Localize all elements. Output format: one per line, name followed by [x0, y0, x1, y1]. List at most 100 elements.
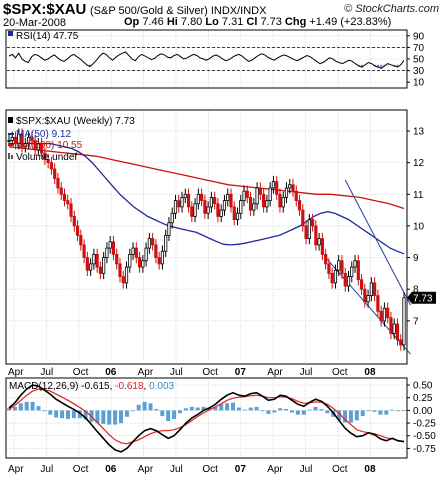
price-candle-body	[314, 225, 318, 246]
price-x-axis: Apr Jul Oct 06 Apr Jul Oct 07 Apr Jul Oct 08	[8, 367, 376, 378]
macd-histogram-bar	[172, 410, 177, 419]
y-tick-label: -0.25	[413, 419, 436, 430]
macd-histogram-bar	[130, 410, 135, 412]
price-candle-body	[366, 295, 370, 303]
price-candle-body	[49, 162, 54, 170]
price-candle-body	[213, 197, 217, 205]
chart-title: $SPX:$XAU (S&P 500/Gold & Silver) INDX/I…	[3, 1, 266, 18]
y-tick-label: -0.50	[413, 431, 436, 442]
price-candle-body	[330, 272, 334, 284]
price-candle-body	[131, 247, 135, 255]
open-value: 7.46	[142, 16, 164, 28]
price-candle-body	[206, 206, 210, 214]
macd-histogram-bar	[195, 407, 200, 411]
price-candle-body	[353, 260, 357, 268]
price-candle-body	[284, 187, 289, 198]
quote-date: 20-Mar-2008	[3, 17, 66, 29]
price-candle-body	[177, 200, 181, 208]
price-candle-body	[203, 200, 207, 214]
price-candle-body	[128, 254, 132, 268]
price-candle-body	[209, 197, 213, 208]
macd-histogram-bar	[166, 410, 171, 422]
x-tick-label: Jul	[300, 367, 313, 378]
x-tick-label: Oct	[332, 367, 348, 378]
x-tick-label: 07	[235, 464, 247, 475]
price-candle-body	[327, 263, 331, 274]
price-legend-entry: $SPX:$XAU (Weekly) 7.73	[16, 116, 135, 127]
price-candle-body	[196, 193, 200, 205]
macd-histogram-bar	[248, 407, 253, 411]
price-candle-body	[13, 136, 18, 145]
y-tick-label: 90	[413, 31, 425, 42]
price-candle-body	[288, 184, 292, 189]
y-tick-label: 10	[413, 221, 425, 232]
rsi-label: RSI(14)	[16, 31, 50, 42]
price-candle-body	[389, 317, 393, 334]
price-candle-body	[229, 193, 233, 208]
macd-histogram-bar	[30, 401, 35, 411]
macd-histogram-bar	[278, 408, 283, 411]
low-value: 7.31	[221, 16, 244, 28]
ma50-line	[9, 142, 405, 255]
price-candle-body	[69, 203, 73, 217]
x-tick-label: Apr	[8, 367, 24, 378]
stockcharts-logo: © StockCharts.com	[344, 3, 439, 15]
price-candle-body	[239, 200, 243, 214]
low-label: Lo	[205, 16, 219, 28]
price-candle-body	[252, 203, 256, 211]
y-tick-label: -0.75	[413, 444, 436, 455]
ohlc-readout: Op 7.46 Hi 7.80 Lo 7.31 Cl 7.73 Chg +1.4…	[124, 16, 391, 28]
price-candle-body	[232, 206, 236, 220]
macd-histogram-bar	[36, 406, 41, 411]
x-tick-label: Oct	[73, 464, 89, 475]
macd-x-axis: Apr Jul Oct 06 Apr Jul Oct 07 Apr Jul Oct 08	[8, 464, 376, 475]
price-candle-body	[304, 225, 308, 239]
x-tick-label: Jul	[40, 367, 53, 378]
macd-histogram-bar	[83, 410, 88, 420]
ma200-line	[8, 146, 405, 210]
price-candle-body	[271, 181, 276, 189]
macd-histogram-bar	[101, 410, 106, 424]
price-candle-body	[36, 143, 40, 151]
price-candle-body	[222, 200, 227, 211]
price-candle-body	[10, 136, 14, 141]
chart-header: $SPX:$XAU (S&P 500/Gold & Silver) INDX/I…	[0, 0, 445, 32]
price-candle-body	[307, 219, 311, 239]
price-candle-body	[255, 187, 259, 205]
price-candle-body	[245, 190, 249, 198]
x-tick-label: Apr	[8, 464, 24, 475]
price-candle-body	[105, 247, 109, 258]
macd-histogram-bar	[390, 409, 395, 411]
last-price-value: 7.73	[413, 293, 433, 304]
macd-histogram-bar	[384, 410, 389, 415]
x-tick-label: 07	[235, 367, 247, 378]
price-candle-body	[402, 297, 406, 346]
price-legend-swatch	[8, 117, 13, 123]
x-tick-label: Jul	[170, 367, 183, 378]
price-candle-body	[167, 222, 171, 236]
price-panel: 13 12 11 10 9 8 7 7.73 $SPX:$XAU (Weekly) 7.73…	[5, 109, 436, 365]
macd-histogram-bar	[231, 402, 236, 411]
macd-histogram-bar	[18, 403, 23, 411]
macd-histogram-bar	[360, 410, 365, 417]
price-candle-body	[356, 260, 360, 281]
price-candle-body	[248, 197, 253, 211]
macd-histogram-bar	[65, 410, 70, 419]
macd-label: MACD(12,26,9)	[9, 381, 78, 392]
rsi-gridlines	[7, 31, 406, 87]
macd-histogram-bar	[284, 408, 289, 411]
price-candle-body	[373, 282, 377, 296]
macd-histogram-bar	[354, 410, 359, 421]
price-y-axis: 13 12 11 10 9 8 7	[407, 126, 425, 327]
macd-histogram-bar	[42, 410, 47, 412]
macd-histogram-bar	[77, 410, 82, 419]
price-candle-body	[346, 276, 351, 287]
macd-histogram-bar	[142, 401, 147, 411]
macd-histogram-bar	[71, 410, 76, 419]
macd-histogram-bar	[343, 410, 348, 423]
price-candle-body	[258, 187, 262, 195]
price-candle-body	[144, 247, 148, 262]
price-candle-body	[102, 257, 106, 274]
price-legend-label: $SPX:$XAU (Weekly)	[16, 116, 113, 127]
